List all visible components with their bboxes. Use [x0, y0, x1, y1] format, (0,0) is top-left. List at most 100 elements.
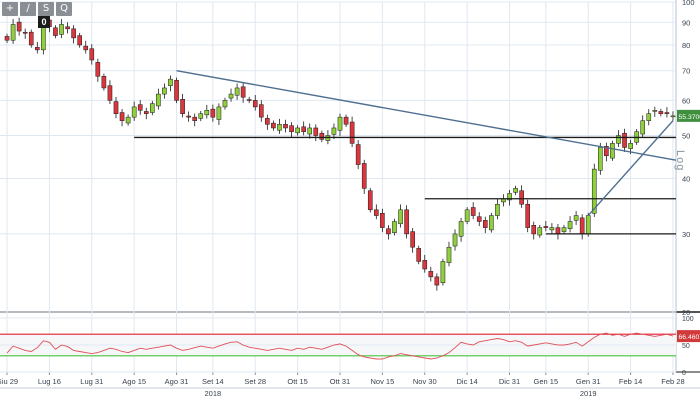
candle-body: [471, 207, 475, 215]
candle-body: [429, 271, 433, 277]
candle-body: [465, 210, 469, 222]
candle-body: [253, 100, 257, 107]
candle-body: [550, 228, 554, 230]
candle-body: [53, 28, 57, 36]
candle-body: [35, 47, 39, 50]
candle-body: [296, 128, 300, 133]
candle-body: [120, 113, 124, 121]
trendline-draw-icon[interactable]: /: [20, 2, 36, 16]
x-tick-label: Ott 31: [330, 377, 350, 386]
candle-body: [586, 216, 590, 234]
y-tick-label: 70: [682, 67, 690, 76]
candle-body: [622, 133, 626, 147]
candle-body: [568, 221, 572, 228]
candle-body: [392, 221, 396, 232]
y-tick-label: 60: [682, 96, 690, 105]
x-tick-label: Lug 31: [80, 377, 103, 386]
candle-body: [144, 111, 148, 113]
candle-body: [283, 124, 287, 128]
candle-body: [659, 111, 663, 113]
x-tick-label: Dic 14: [457, 377, 478, 386]
candle-body: [265, 118, 269, 124]
candle-body: [616, 136, 620, 144]
y-tick-label: 90: [682, 18, 690, 27]
candle-body: [96, 62, 100, 76]
candle-body: [332, 128, 336, 134]
candle-body: [544, 226, 548, 227]
candle-body: [489, 216, 493, 230]
candle-body: [308, 128, 312, 134]
candle-body: [162, 88, 166, 94]
candle-body: [23, 32, 27, 33]
x-tick-label: Ago 31: [165, 377, 189, 386]
candle-body: [277, 124, 281, 130]
rsi-tick-label: 100: [682, 316, 694, 323]
candle-body: [526, 204, 530, 227]
candle-body: [610, 143, 614, 158]
candle-body: [538, 228, 542, 235]
candle-body: [459, 221, 463, 236]
x-tick-label: Feb 14: [619, 377, 642, 386]
x-tick-label: Nov 30: [413, 377, 437, 386]
candle-body: [362, 163, 366, 188]
candle-body: [338, 117, 342, 130]
candle-body: [223, 100, 227, 107]
x-tick-label: Gen 15: [534, 377, 559, 386]
crosshair-icon[interactable]: +: [2, 2, 18, 16]
y-tick-label: 100: [682, 0, 695, 7]
candle-body: [580, 218, 584, 234]
candle-body: [72, 29, 76, 38]
candle-body: [174, 80, 178, 100]
candle-body: [259, 105, 263, 118]
candle-body: [514, 188, 518, 192]
candle-body: [447, 247, 451, 262]
candle-body: [11, 24, 15, 40]
candle-body: [350, 122, 354, 143]
candle-body: [66, 27, 70, 29]
candle-body: [574, 216, 578, 221]
candle-body: [653, 110, 657, 111]
candle-body: [435, 277, 439, 285]
candle-body: [126, 117, 130, 123]
candle-body: [398, 210, 402, 224]
year-label: 2018: [205, 389, 222, 398]
candle-body: [156, 94, 160, 106]
drawing-counter: 0: [38, 16, 50, 28]
x-tick-label: Set 14: [202, 377, 224, 386]
candle-body: [229, 94, 233, 98]
x-tick-label: Giu 29: [0, 377, 18, 386]
candle-body: [84, 46, 88, 50]
candle-body: [138, 105, 142, 111]
candle-body: [302, 127, 306, 132]
candle-body: [320, 133, 324, 139]
candle-body: [181, 99, 185, 113]
candle-body: [520, 191, 524, 205]
text-label-icon[interactable]: S: [38, 2, 54, 16]
y-tick-label: 40: [682, 174, 690, 183]
candle-body: [411, 232, 415, 248]
candle-body: [217, 107, 221, 120]
candle-body: [368, 191, 372, 210]
candle-body: [423, 260, 427, 269]
rsi-tick-label: 0: [682, 370, 686, 377]
candle-body: [108, 86, 112, 101]
x-tick-label: Gen 31: [576, 377, 601, 386]
candle-body: [199, 114, 203, 119]
x-tick-label: Nov 15: [370, 377, 394, 386]
candle-body: [5, 36, 9, 40]
candle-body: [314, 128, 318, 136]
candle-body: [235, 88, 239, 95]
candle-body: [90, 49, 94, 60]
candle-body: [59, 24, 63, 34]
candle-body: [150, 104, 154, 113]
scale-mode-label[interactable]: Log: [674, 150, 686, 171]
candle-body: [374, 210, 378, 216]
candle-body: [562, 228, 566, 232]
zoom-icon[interactable]: Q: [56, 2, 72, 16]
x-tick-label: Lug 16: [38, 377, 61, 386]
x-tick-label: Ott 15: [287, 377, 307, 386]
candle-body: [344, 117, 348, 124]
candle-body: [671, 116, 675, 117]
